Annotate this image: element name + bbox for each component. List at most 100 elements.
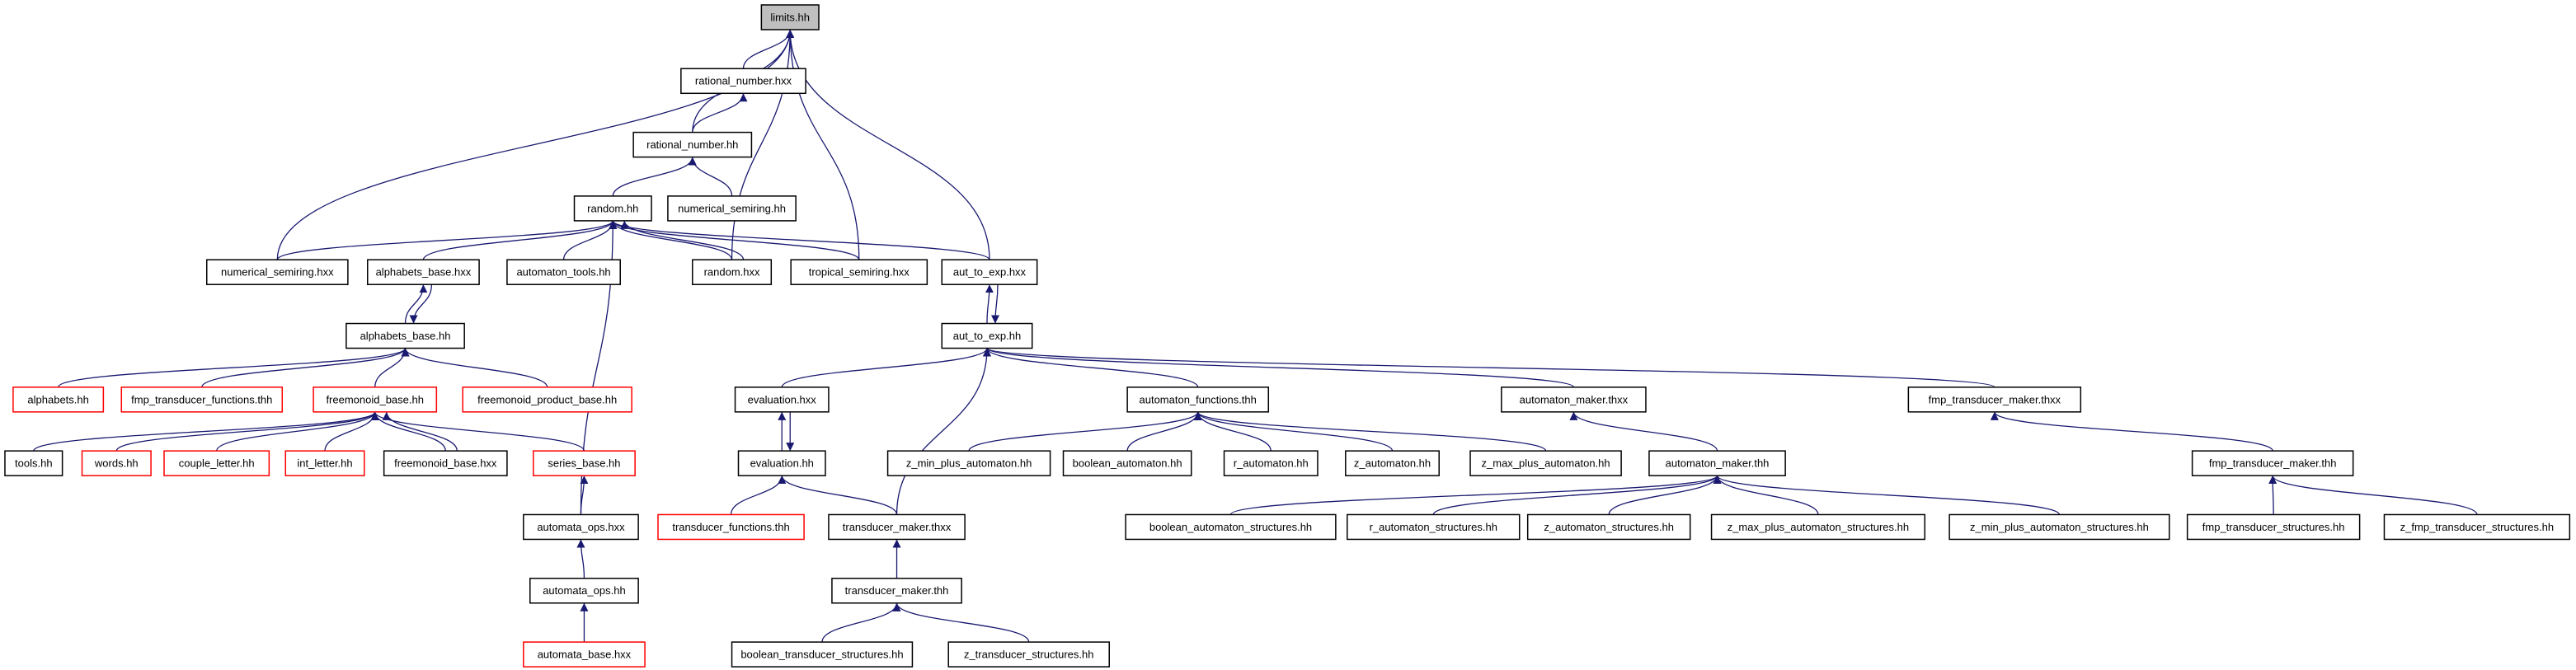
include-edge [576,539,585,579]
file-node[interactable]: r_automaton_structures.hh [1347,513,1521,541]
file-node[interactable]: r_automaton.hh [1223,450,1319,476]
file-node[interactable]: z_max_plus_automaton_structures.hh [1710,513,1926,541]
include-edge [57,347,410,388]
include-edge [115,411,379,452]
include-edge [892,602,1030,643]
file-node[interactable]: fmp_transducer_maker.thh [2191,450,2354,476]
file-node[interactable]: z_automaton_structures.hh [1526,513,1691,541]
include-edge [1432,475,1722,515]
node-label: tropical_semiring.hxx [809,266,910,279]
include-edge [1193,411,1547,452]
file-node[interactable]: alphabets_base.hxx [367,259,480,285]
node-label: z_max_plus_automaton.hh [1482,457,1610,470]
file-node[interactable]: words.hh [81,450,152,476]
include-edge [778,475,898,515]
node-box [680,68,806,95]
node-label: transducer_maker.thxx [843,521,952,533]
file-node[interactable]: automata_ops.hh [529,578,639,604]
node-label: automaton_maker.thh [1666,457,1770,470]
file-node[interactable]: automata_base.hxx [523,641,646,668]
node-box [2186,513,2361,541]
node-label: limits.hh [770,11,810,23]
include-edge [1990,411,2273,452]
file-node[interactable]: numerical_semiring.hh [667,195,797,222]
file-node[interactable]: z_automaton.hh [1345,450,1440,476]
include-edge [983,347,1995,388]
file-node[interactable]: alphabets.hh [12,387,105,413]
file-node[interactable]: fmp_transducer_maker.thxx [1907,387,2082,413]
file-node[interactable]: random.hh [573,195,652,222]
node-label: evaluation.hxx [748,393,817,405]
node-box [1948,513,2170,541]
file-node[interactable]: freemonoid_base.hxx [383,450,508,476]
node-box [667,195,797,222]
node-box [1345,450,1440,476]
node-box [533,450,636,476]
file-node[interactable]: fmp_transducer_functions.thh [120,387,284,413]
node-label: transducer_maker.thh [845,584,949,597]
node-label: numerical_semiring.hxx [221,266,334,279]
node-label: random.hh [587,202,638,214]
file-node[interactable]: freemonoid_base.hh [313,387,438,413]
file-node[interactable]: boolean_transducer_structures.hh [731,641,914,668]
node-box [632,131,753,158]
node-box [941,322,1033,349]
node-box [941,259,1038,285]
file-node[interactable]: transducer_maker.thxx [828,513,966,541]
file-node[interactable]: automaton_functions.thh [1126,387,1270,413]
node-label: alphabets_base.hxx [376,266,472,279]
file-node[interactable]: boolean_automaton.hh [1062,450,1192,476]
file-node[interactable]: z_transducer_structures.hh [947,641,1110,668]
file-node[interactable]: automata_ops.hxx [523,513,639,541]
include-edge [1569,411,1718,452]
include-edge [374,348,410,387]
file-node[interactable]: z_fmp_transducer_structures.hh [2383,513,2571,541]
file-node[interactable]: aut_to_exp.hxx [941,259,1038,285]
node-label: rational_number.hxx [695,75,792,87]
file-node[interactable]: rational_number.hxx [680,68,806,95]
node-box [1125,513,1337,541]
node-box [573,195,652,222]
file-node[interactable]: evaluation.hh [737,450,826,476]
include-edge [990,284,999,324]
file-node[interactable]: fmp_transducer_structures.hh [2186,513,2361,541]
include-edge [1193,411,1394,452]
include-edge [1229,475,1722,516]
node-box [1907,387,2082,413]
file-node[interactable]: limits.hh [760,4,820,30]
include-edge [201,348,410,388]
file-node[interactable]: aut_to_exp.hh [941,322,1033,349]
node-box [81,450,152,476]
node-label: fmp_transducer_maker.thh [2209,457,2337,470]
file-node[interactable]: random.hxx [692,259,773,285]
file-node[interactable]: tools.hh [4,450,63,476]
node-box [2191,450,2354,476]
file-node[interactable]: z_max_plus_automaton.hh [1469,450,1622,476]
include-edge [324,411,379,452]
include-edge [983,347,1575,388]
node-box [1223,450,1319,476]
file-node[interactable]: couple_letter.hh [163,450,270,476]
file-node[interactable]: tropical_semiring.hxx [790,259,928,285]
file-node[interactable]: z_min_plus_automaton.hh [886,450,1051,476]
file-node[interactable]: transducer_maker.thh [831,578,962,604]
file-node[interactable]: automaton_maker.thxx [1501,387,1647,413]
node-box [947,641,1110,668]
file-node[interactable]: series_base.hh [533,450,636,476]
file-node[interactable]: alphabets_base.hh [346,322,465,349]
node-label: random.hxx [704,266,760,279]
file-node[interactable]: rational_number.hh [632,131,753,158]
file-node[interactable]: z_min_plus_automaton_structures.hh [1948,513,2170,541]
file-node[interactable]: transducer_functions.thh [657,513,805,541]
file-node[interactable]: evaluation.hxx [734,387,830,413]
file-node[interactable]: freemonoid_product_base.hh [462,387,632,413]
file-node[interactable]: automaton_tools.hh [506,259,621,285]
file-node[interactable]: boolean_automaton_structures.hh [1125,513,1337,541]
include-edge [409,284,433,324]
node-box [828,513,966,541]
file-node[interactable]: numerical_semiring.hxx [205,259,349,285]
file-node[interactable]: automaton_maker.thh [1648,450,1786,476]
file-node[interactable]: int_letter.hh [284,450,365,476]
node-box [4,450,63,476]
node-box [523,513,639,541]
